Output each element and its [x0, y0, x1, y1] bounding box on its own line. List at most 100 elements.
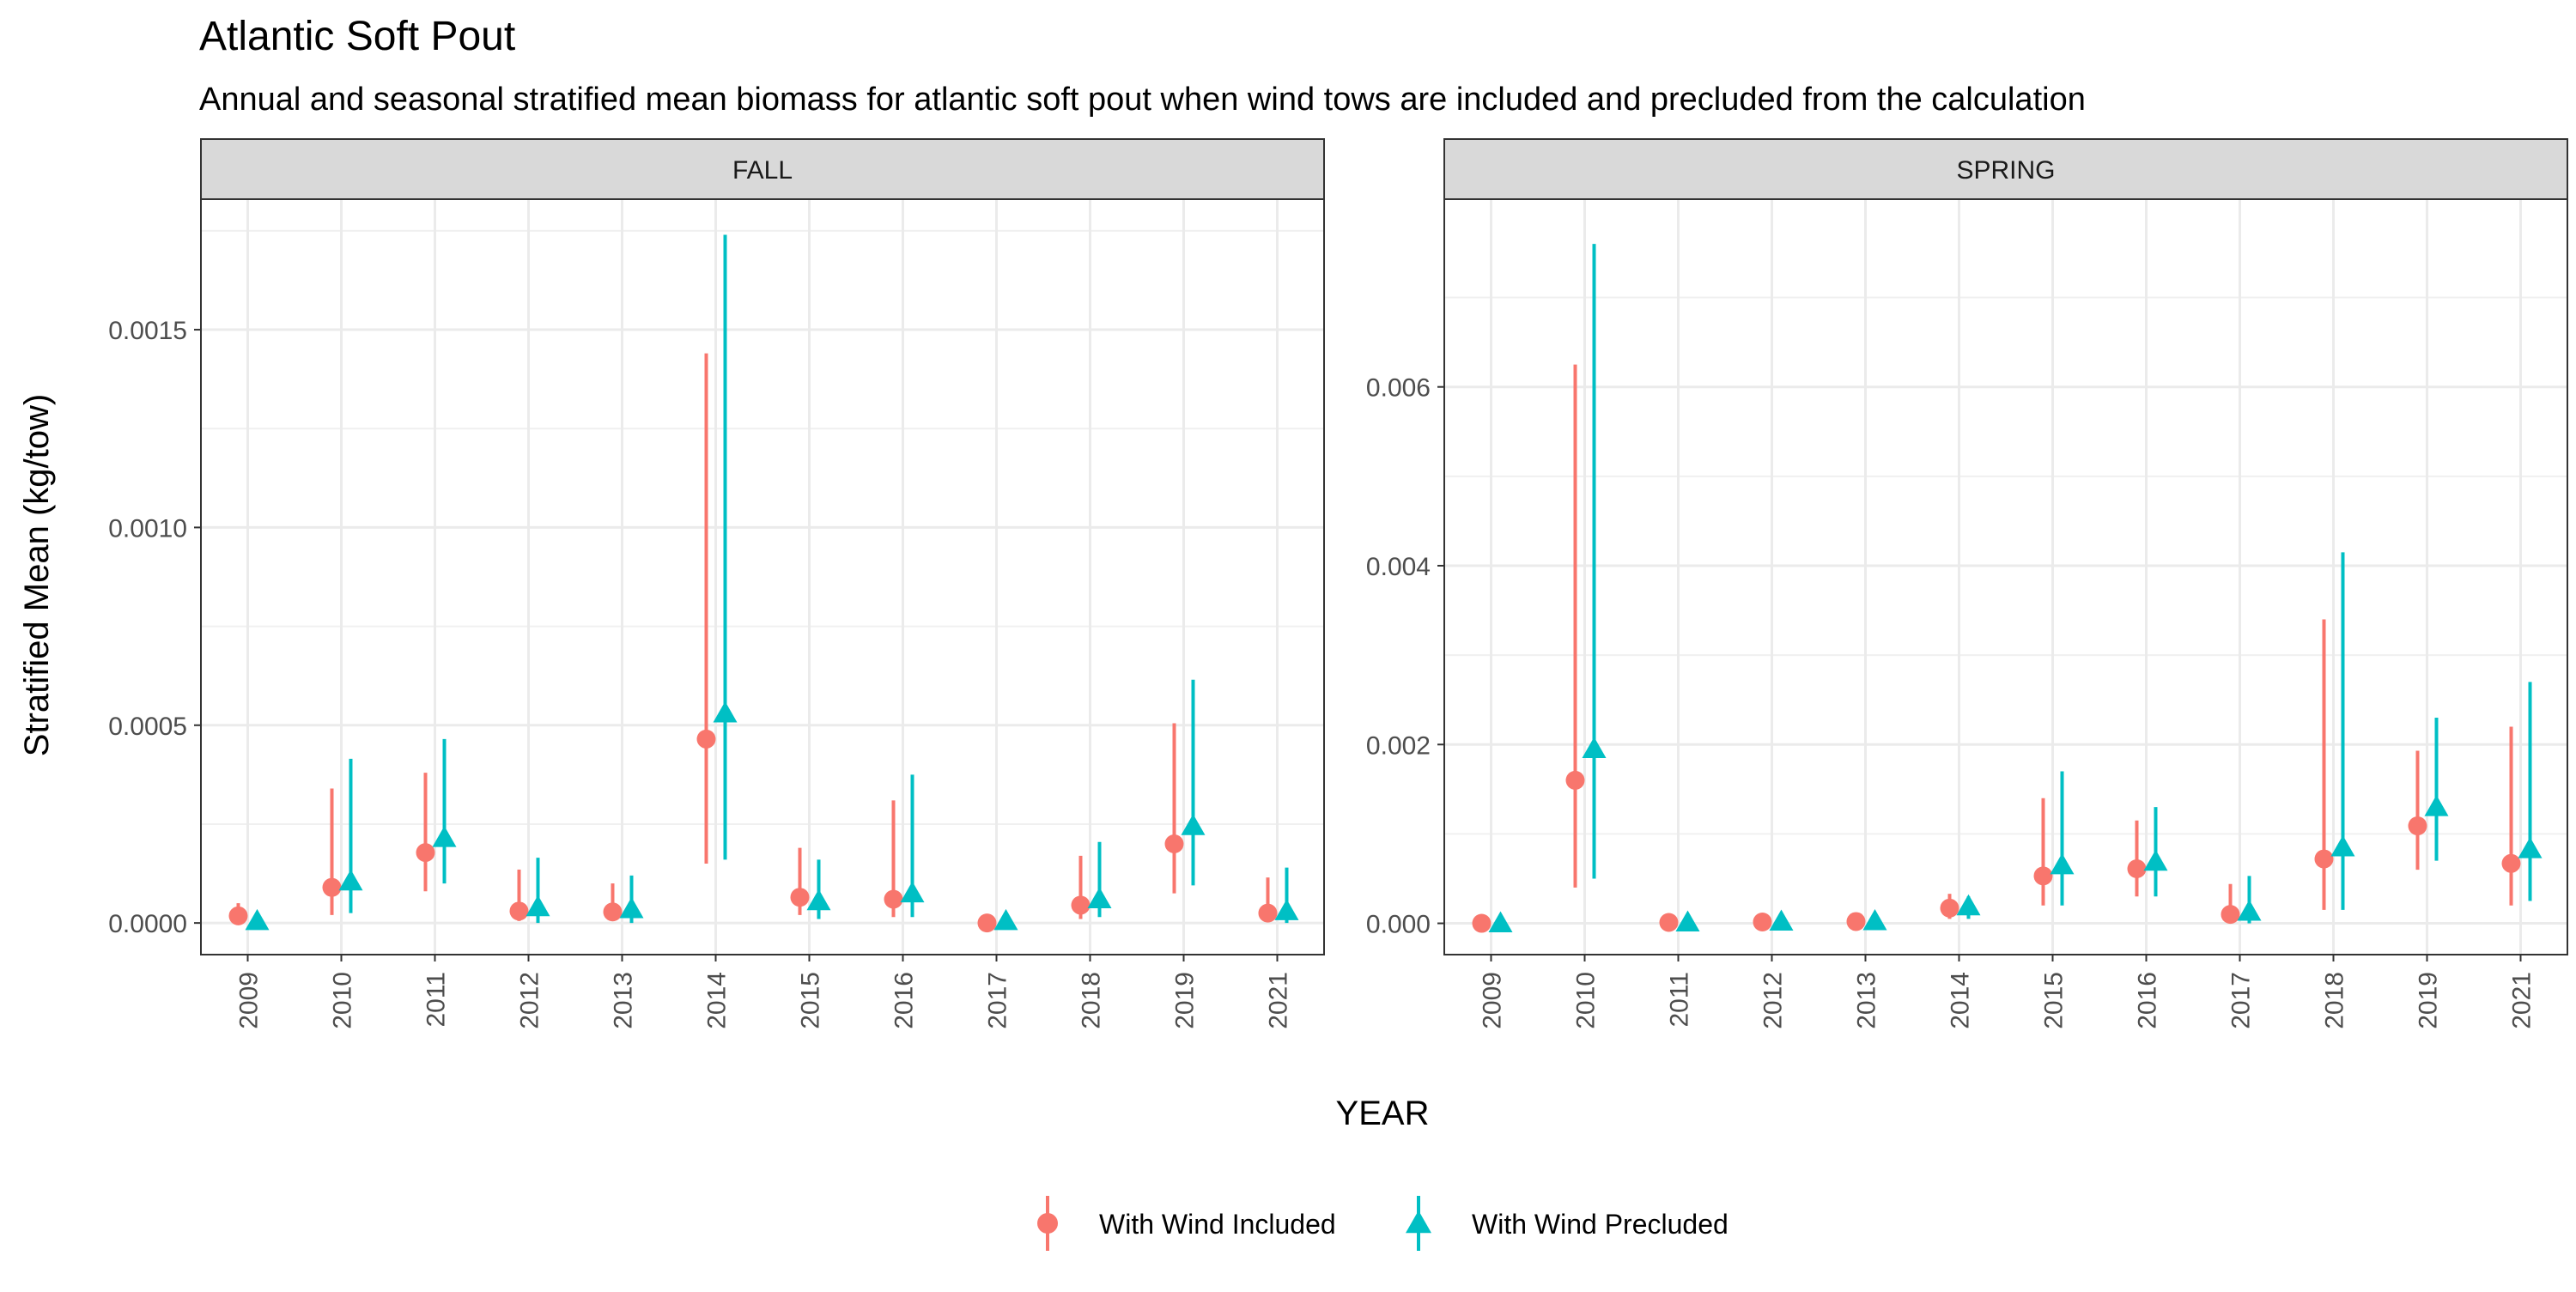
data-point	[2424, 795, 2449, 816]
data-point	[1582, 737, 1607, 758]
data-point	[338, 869, 363, 891]
x-tick-label: 2013	[1853, 972, 1881, 1029]
facet-strip-label: FALL	[732, 156, 793, 185]
data-point	[2237, 900, 2262, 921]
data-point	[993, 908, 1018, 931]
data-point	[806, 889, 831, 911]
legend-label: With Wind Precluded	[1472, 1209, 1728, 1240]
data-point	[416, 843, 435, 863]
x-tick-label: 2009	[235, 972, 264, 1029]
data-point	[2408, 816, 2427, 836]
x-tick-label: 2015	[2040, 972, 2069, 1029]
panel-border	[1443, 198, 2568, 955]
data-point	[619, 897, 644, 919]
data-point	[1087, 887, 1112, 908]
x-tick-label: 2016	[2134, 972, 2162, 1029]
data-point	[2314, 849, 2334, 869]
x-tick-label: 2019	[2415, 972, 2443, 1029]
x-tick-label: 2018	[1078, 972, 1106, 1029]
data-point	[977, 913, 997, 933]
facet-panel-spring: SPRING 0.000 0.002 0.004 0.006 2009 2010 2011 20…	[1366, 138, 2568, 1029]
x-tick-label: 2011	[1666, 972, 1694, 1028]
legend-key-marker	[1406, 1210, 1431, 1234]
x-tick-label: 2016	[890, 972, 919, 1029]
data-point	[696, 729, 716, 749]
facet-strip	[200, 138, 1325, 200]
x-tick-label: 2014	[1947, 972, 1975, 1029]
data-point	[1274, 899, 1299, 920]
data-point	[526, 895, 550, 917]
y-tick-label: 0.0000	[108, 910, 187, 938]
data-point	[2143, 849, 2168, 871]
data-point	[2033, 866, 2053, 886]
y-tick-label: 0.000	[1366, 911, 1431, 939]
y-tick-label: 0.0010	[108, 514, 187, 543]
data-point	[245, 908, 270, 931]
x-tick-label: 2017	[984, 972, 1012, 1029]
legend-label: With Wind Included	[1099, 1209, 1336, 1240]
data-point	[1071, 895, 1091, 915]
x-tick-label: 2013	[610, 972, 638, 1029]
panel-border	[200, 198, 1325, 955]
data-point	[1862, 908, 1887, 931]
data-point	[790, 888, 810, 907]
data-point	[884, 889, 903, 909]
y-axis-label: Stratified Mean (kg/tow)	[18, 394, 56, 756]
legend-key-marker	[1037, 1213, 1058, 1234]
data-point	[2221, 905, 2240, 925]
facet-strip-label: SPRING	[1956, 156, 2055, 185]
x-tick-label: 2018	[2321, 972, 2349, 1029]
legend-item-with-wind-included: With Wind Included	[1037, 1196, 1336, 1251]
data-point	[2518, 837, 2543, 858]
data-point	[603, 902, 623, 922]
facet-panel-fall: FALL 0.0000 0.0005 0.0010 0.0015 2009 2010 2011…	[108, 138, 1325, 1029]
y-tick-label: 0.0015	[108, 317, 187, 345]
data-point	[900, 881, 925, 903]
x-tick-label: 2021	[1265, 972, 1293, 1029]
data-point	[1956, 894, 1981, 916]
data-point	[713, 701, 738, 723]
data-point	[1258, 903, 1278, 923]
x-tick-label: 2009	[1479, 972, 1507, 1029]
x-tick-label: 2010	[329, 972, 357, 1029]
y-tick-label: 0.0005	[108, 713, 187, 741]
chart-title: Atlantic Soft Pout	[199, 14, 515, 59]
data-point	[1181, 814, 1206, 835]
data-point	[1488, 911, 1513, 933]
y-tick-label: 0.006	[1366, 374, 1431, 403]
series-with-wind-included	[1472, 364, 2521, 933]
data-point	[432, 826, 457, 847]
x-axis-label: YEAR	[1336, 1095, 1430, 1132]
y-tick-label: 0.002	[1366, 731, 1431, 760]
facet-strip	[1443, 138, 2568, 200]
plot-area	[1444, 199, 2567, 955]
series-with-wind-precluded	[1488, 244, 2543, 933]
data-point	[1164, 834, 1184, 853]
x-tick-label: 2017	[2227, 972, 2256, 1029]
x-tick-label: 2015	[797, 972, 825, 1029]
data-point	[1472, 913, 1492, 933]
data-point	[1769, 909, 1794, 931]
data-point	[1565, 770, 1585, 790]
data-point	[1659, 913, 1679, 932]
facets-layer: FALL 0.0000 0.0005 0.0010 0.0015 2009 2010 2011…	[108, 138, 2568, 1029]
series-with-wind-included	[228, 353, 1278, 933]
data-point	[1846, 912, 1866, 931]
data-point	[509, 901, 529, 921]
series-with-wind-precluded	[245, 234, 1299, 931]
x-tick-label: 2019	[1171, 972, 1200, 1029]
legend: With Wind Included With Wind Precluded	[1037, 1196, 1728, 1251]
legend-item-with-wind-precluded: With Wind Precluded	[1406, 1196, 1728, 1251]
x-tick-label: 2011	[422, 972, 451, 1028]
data-point	[2501, 853, 2521, 873]
x-tick-label: 2010	[1572, 972, 1601, 1029]
data-point	[228, 906, 248, 925]
x-tick-label: 2014	[703, 972, 732, 1029]
data-point	[1753, 912, 1772, 931]
data-point	[1940, 898, 1959, 918]
data-point	[2127, 859, 2147, 879]
chart-subtitle: Annual and seasonal stratified mean biom…	[199, 82, 2086, 118]
plot-area	[201, 199, 1324, 955]
